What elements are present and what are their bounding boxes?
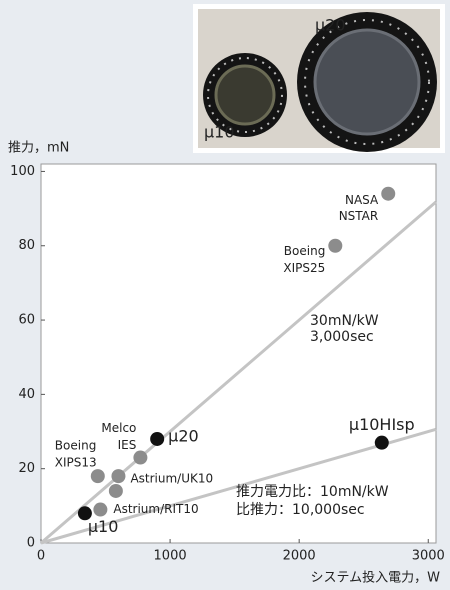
point-label: XIPS13 [55, 456, 97, 470]
thruster-mu20-bolts [304, 19, 430, 145]
y-tick-label: 80 [18, 238, 35, 253]
point-label: NASA [345, 193, 379, 207]
data-point [111, 469, 126, 484]
point-label: μ20 [168, 426, 199, 445]
x-tick-label: 0 [37, 549, 45, 564]
data-point [381, 186, 396, 201]
data-point [133, 450, 148, 465]
data-point [77, 506, 92, 521]
photo-inset: μ20 μ10 [193, 4, 445, 153]
point-label: μ10HIsp [349, 415, 415, 434]
point-label: Astrium/UK10 [130, 472, 213, 486]
data-point [374, 435, 389, 450]
thruster-mu20-grid [313, 28, 421, 136]
point-label: NSTAR [339, 209, 379, 223]
x-tick-label: 2000 [283, 549, 316, 564]
data-point [90, 469, 105, 484]
trend-line [40, 200, 437, 545]
data-point [328, 238, 343, 253]
x-axis-label: システム投入電力，W [311, 570, 441, 586]
data-point [150, 431, 165, 446]
thruster-mu10-grid [214, 64, 276, 126]
line-label: 3,000sec [310, 329, 374, 345]
plot-area [40, 163, 437, 544]
point-label: Boeing [284, 244, 326, 258]
point-label: Astrium/RIT10 [113, 502, 198, 516]
line-label: 比推力：10,000sec [236, 502, 365, 518]
y-tick-label: 100 [10, 164, 35, 179]
point-label: μ10 [88, 517, 119, 536]
data-point [93, 502, 108, 517]
y-tick-label: 60 [18, 313, 35, 328]
point-label: Boeing [55, 439, 97, 453]
point-label: Melco [101, 421, 136, 435]
line-label: 推力電力比：10mN/kW [236, 484, 389, 500]
line-label: 30mN/kW [310, 313, 379, 329]
point-label: XIPS25 [283, 261, 325, 275]
y-tick-label: 40 [18, 387, 35, 402]
x-tick-label: 3000 [412, 549, 445, 564]
photo-label: μ20 [315, 16, 346, 35]
trend-line [40, 427, 437, 545]
y-tick-label: 20 [18, 461, 35, 476]
x-tick-label: 1000 [154, 549, 187, 564]
y-tick-label: 0 [27, 536, 35, 551]
photo-label: μ10 [204, 123, 235, 142]
point-label: IES [118, 438, 137, 452]
y-axis-label: 推力，mN [8, 141, 69, 156]
data-point [108, 483, 123, 498]
thruster-mu10-bolts [207, 57, 283, 133]
